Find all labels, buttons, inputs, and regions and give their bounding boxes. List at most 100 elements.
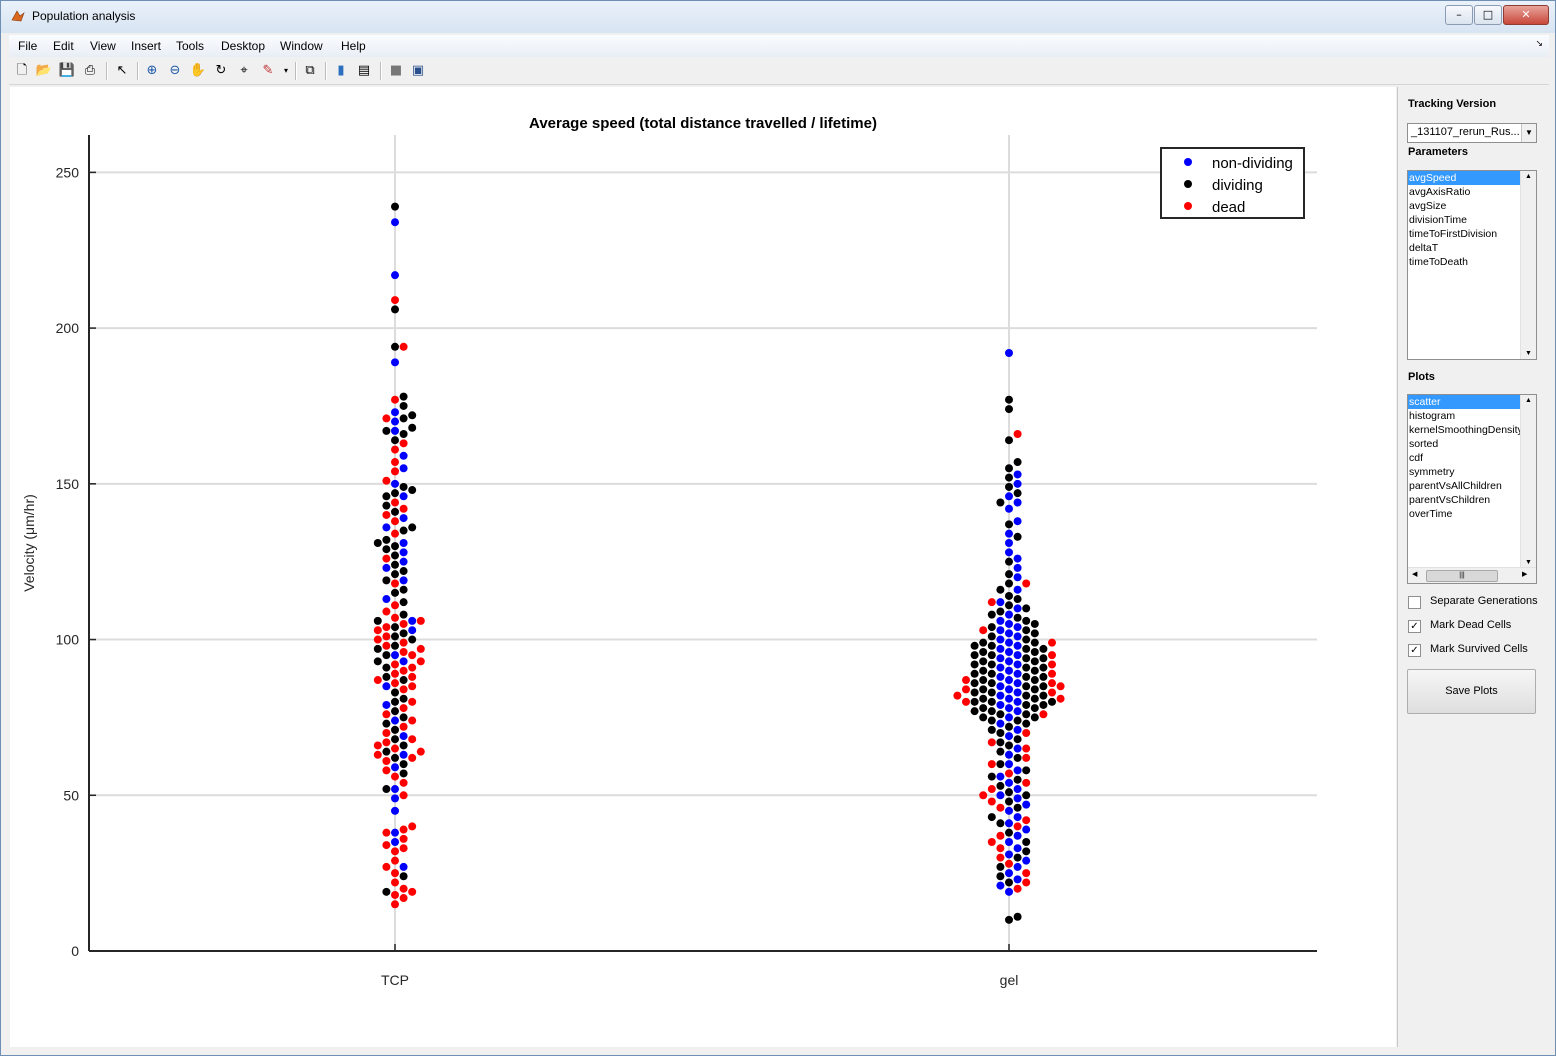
parameters-label: Parameters (1408, 146, 1468, 158)
scroll-up-icon[interactable]: ▲ (1525, 173, 1532, 180)
checkbox-mark-survived-cells[interactable]: ✓ (1408, 644, 1421, 657)
point-TCP-dead (399, 342, 408, 351)
scroll-right-icon[interactable]: ▶ (1522, 571, 1528, 578)
point-gel-non-dividing (1005, 887, 1013, 896)
title-bar[interactable]: Population analysis – □ ✕ (1, 1, 1555, 33)
brush-icon[interactable]: ✎ (262, 63, 274, 78)
save-plots-button[interactable]: Save Plots (1407, 669, 1536, 714)
point-gel-non-dividing (1013, 660, 1022, 669)
point-gel-dividing (1013, 716, 1022, 725)
point-TCP-dead (408, 663, 417, 672)
plot-option-parentVsChildren[interactable]: parentVsChildren (1409, 494, 1491, 506)
point-gel-dead (996, 803, 1005, 812)
point-TCP-dividing (382, 672, 391, 681)
point-gel-dividing (1022, 847, 1031, 856)
plots-horizontal-scrollbar[interactable]: ◀ ||| ▶ (1408, 567, 1536, 583)
checkbox-label: Mark Dead Cells (1430, 619, 1512, 631)
parameter-option-avgAxisRatio[interactable]: avgAxisRatio (1409, 186, 1471, 198)
point-TCP-dividing (391, 697, 399, 706)
plots-scrollbar[interactable]: ▲ ▼ (1520, 395, 1536, 568)
menu-file[interactable]: File (18, 39, 38, 53)
point-gel-non-dividing (1005, 704, 1013, 713)
point-TCP-dead (408, 716, 417, 725)
point-TCP-dead (391, 498, 399, 507)
minimize-button[interactable]: – (1445, 5, 1473, 25)
plot-option-sorted[interactable]: sorted (1409, 438, 1439, 450)
parameters-listbox[interactable]: avgSpeed avgAxisRatio avgSize divisionTime t… (1407, 170, 1537, 360)
parameter-option-deltaT[interactable]: deltaT (1409, 242, 1439, 254)
pointer-icon[interactable]: ↖ (116, 63, 128, 78)
point-gel-non-dividing (996, 682, 1005, 691)
brush-dropdown-icon[interactable]: ▾ (283, 66, 288, 75)
menu-tools[interactable]: Tools (176, 39, 205, 53)
matlab-logo-icon (11, 10, 25, 22)
scroll-thumb[interactable]: ||| (1426, 570, 1498, 582)
hide-plot-tools-icon[interactable]: ■ (389, 63, 403, 78)
legend-icon[interactable]: ▤ (357, 63, 371, 78)
point-gel-dividing (1022, 791, 1031, 800)
parameter-option-timeToDeath[interactable]: timeToDeath (1409, 256, 1468, 268)
point-TCP-non-dividing (391, 218, 399, 227)
point-gel-non-dividing (1005, 713, 1013, 722)
maximize-button[interactable]: □ (1474, 5, 1502, 25)
point-gel-dividing (987, 641, 996, 650)
menu-dock-arrow-icon[interactable]: ↘ (1535, 39, 1543, 49)
plot-option-scatter[interactable]: scatter (1408, 395, 1521, 409)
zoom-out-icon[interactable]: ⊖ (169, 63, 181, 78)
plot-option-kernelSmoothingDensity[interactable]: kernelSmoothingDensity (1409, 424, 1521, 436)
point-TCP-non-dividing (391, 716, 399, 725)
point-gel-dead (1013, 429, 1022, 438)
point-gel-dead (1022, 728, 1031, 737)
plot-area (89, 135, 1317, 951)
parameter-option-divisionTime[interactable]: divisionTime (1409, 214, 1467, 226)
plot-option-overTime[interactable]: overTime (1409, 508, 1453, 520)
point-TCP-non-dividing (382, 700, 391, 709)
plot-option-histogram[interactable]: histogram (1409, 410, 1456, 422)
print-icon[interactable]: ⎙ (84, 63, 96, 78)
scroll-left-icon[interactable]: ◀ (1412, 571, 1418, 578)
point-TCP-dead (382, 841, 391, 850)
checkbox-separate-generations[interactable] (1408, 596, 1421, 609)
pan-icon[interactable]: ✋ (189, 63, 207, 78)
point-gel-dividing (1048, 697, 1056, 706)
data-cursor-icon[interactable]: ⌖ (240, 63, 248, 78)
colorbar-icon[interactable]: ▮ (337, 63, 345, 78)
menu-insert[interactable]: Insert (131, 39, 162, 53)
save-icon[interactable]: 💾 (58, 63, 76, 78)
parameter-option-avgSize[interactable]: avgSize (1409, 200, 1447, 212)
point-gel-dividing (987, 725, 996, 734)
chevron-down-icon[interactable]: ▼ (1521, 124, 1536, 142)
close-button[interactable]: ✕ (1503, 5, 1549, 25)
scroll-up-icon[interactable]: ▲ (1525, 397, 1532, 404)
parameter-option-avgSpeed[interactable]: avgSpeed (1408, 171, 1521, 185)
parameters-scrollbar[interactable]: ▲ ▼ (1520, 171, 1536, 359)
plot-option-parentVsAllChildren[interactable]: parentVsAllChildren (1409, 480, 1502, 492)
point-TCP-non-dividing (391, 358, 399, 367)
link-icon[interactable]: ⧉ (305, 63, 315, 78)
menu-help[interactable]: Help (341, 39, 366, 53)
point-gel-dividing (1005, 601, 1013, 610)
plot-option-cdf[interactable]: cdf (1409, 452, 1424, 464)
zoom-in-icon[interactable]: ⊕ (146, 63, 158, 78)
point-gel-dead (1022, 753, 1031, 762)
point-gel-dividing (996, 862, 1005, 871)
menu-desktop[interactable]: Desktop (221, 39, 266, 53)
parameter-option-timeToFirstDivision[interactable]: timeToFirstDivision (1409, 228, 1498, 240)
plots-listbox[interactable]: scatter histogram kernelSmoothingDensity so… (1407, 394, 1537, 584)
new-icon[interactable]: 🗋 (16, 63, 28, 78)
point-gel-dividing (996, 781, 1005, 790)
menu-view[interactable]: View (90, 39, 116, 53)
point-gel-dividing (996, 819, 1005, 828)
scroll-down-icon[interactable]: ▼ (1525, 350, 1532, 357)
tracking-version-select[interactable]: _131107_rerun_Rus... ▼ (1407, 123, 1537, 143)
open-icon[interactable]: 📂 (35, 63, 53, 78)
point-gel-dead (1039, 710, 1048, 719)
menu-window[interactable]: Window (280, 39, 323, 53)
show-plot-tools-icon[interactable]: ▣ (411, 63, 425, 78)
scroll-down-icon[interactable]: ▼ (1525, 559, 1532, 566)
checkbox-mark-dead-cells[interactable]: ✓ (1408, 620, 1421, 633)
menu-edit[interactable]: Edit (53, 39, 74, 53)
point-gel-dividing (979, 638, 988, 647)
plot-option-symmetry[interactable]: symmetry (1409, 466, 1455, 478)
rotate-icon[interactable]: ↻ (215, 63, 227, 78)
